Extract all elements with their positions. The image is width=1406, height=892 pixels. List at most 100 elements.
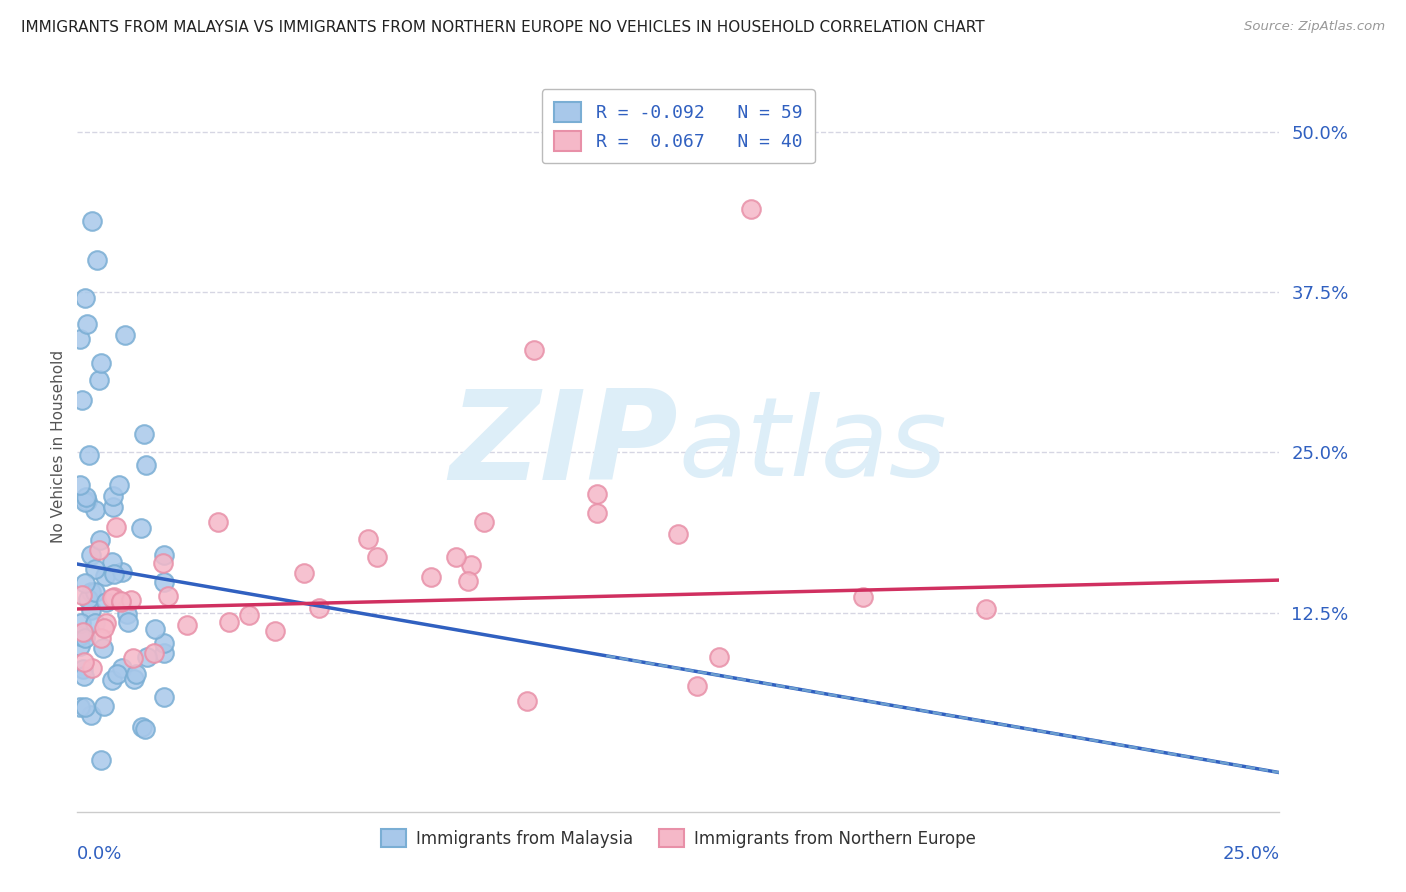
Point [111, 660, 134, 674]
Point [72, 663, 94, 677]
Point [73, 669, 96, 683]
Point [357, 533, 380, 547]
Point [84, 584, 107, 599]
Point [120, 592, 142, 607]
Point [152, 556, 174, 570]
Point [131, 720, 153, 734]
Text: 25.0%: 25.0% [1222, 845, 1279, 863]
Point [460, 558, 482, 573]
Text: atlas: atlas [679, 392, 948, 500]
Point [110, 595, 132, 609]
Point [90, 355, 112, 369]
Point [444, 550, 467, 565]
Point [134, 426, 156, 441]
Point [457, 574, 479, 588]
Point [110, 594, 132, 608]
Text: 0.0%: 0.0% [77, 845, 122, 863]
Point [153, 646, 176, 660]
Point [176, 618, 198, 632]
Point [103, 591, 125, 605]
Point [69, 699, 91, 714]
Point [76, 317, 98, 331]
Point [101, 555, 124, 569]
Point [523, 343, 546, 357]
Point [77, 591, 100, 606]
Point [976, 601, 998, 615]
Point [516, 693, 538, 707]
Point [80, 214, 103, 228]
Point [90, 631, 112, 645]
Point [124, 672, 146, 686]
Point [264, 624, 287, 638]
Point [153, 636, 176, 650]
Point [73, 656, 96, 670]
Point [73, 699, 96, 714]
Point [83, 616, 105, 631]
Point [851, 590, 873, 604]
Text: Source: ZipAtlas.com: Source: ZipAtlas.com [1244, 20, 1385, 33]
Point [93, 699, 115, 714]
Point [94, 568, 117, 582]
Point [472, 515, 495, 529]
Point [69, 332, 91, 346]
Point [79, 707, 101, 722]
Point [103, 567, 125, 582]
Point [218, 615, 240, 629]
Point [129, 521, 152, 535]
Point [143, 622, 166, 636]
Point [94, 595, 117, 609]
Point [157, 589, 180, 603]
Point [117, 615, 139, 629]
Point [586, 506, 609, 520]
Point [73, 495, 96, 509]
Point [101, 489, 124, 503]
Point [75, 575, 97, 590]
Point [125, 667, 148, 681]
Point [707, 649, 730, 664]
Point [134, 723, 156, 737]
Point [366, 549, 388, 564]
Point [76, 493, 98, 508]
Text: ZIP: ZIP [450, 385, 679, 507]
Point [73, 292, 96, 306]
Text: IMMIGRANTS FROM MALAYSIA VS IMMIGRANTS FROM NORTHERN EUROPE NO VEHICLES IN HOUSE: IMMIGRANTS FROM MALAYSIA VS IMMIGRANTS F… [21, 20, 984, 35]
Point [153, 690, 176, 704]
Point [686, 679, 709, 693]
Point [80, 661, 103, 675]
Point [70, 615, 93, 630]
Point [80, 548, 103, 562]
Point [153, 549, 176, 563]
Point [666, 526, 689, 541]
Point [308, 601, 330, 615]
Point [89, 542, 111, 557]
Point [108, 478, 131, 492]
Point [83, 561, 105, 575]
Point [419, 570, 441, 584]
Point [136, 650, 159, 665]
Point [111, 565, 134, 579]
Point [69, 639, 91, 653]
Point [70, 588, 93, 602]
Point [86, 252, 108, 267]
Point [94, 616, 117, 631]
Point [73, 625, 96, 640]
Point [77, 448, 100, 462]
Point [207, 515, 229, 529]
Point [90, 753, 112, 767]
Y-axis label: No Vehicles in Household: No Vehicles in Household [51, 350, 66, 542]
Point [80, 603, 103, 617]
Point [69, 628, 91, 642]
Point [91, 641, 114, 656]
Point [87, 374, 110, 388]
Point [115, 607, 138, 622]
Point [72, 625, 94, 640]
Point [103, 500, 125, 514]
Point [75, 490, 97, 504]
Point [79, 584, 101, 599]
Point [105, 666, 128, 681]
Point [105, 519, 128, 533]
Point [294, 566, 316, 580]
Point [93, 621, 115, 635]
Point [122, 651, 145, 665]
Point [143, 646, 166, 660]
